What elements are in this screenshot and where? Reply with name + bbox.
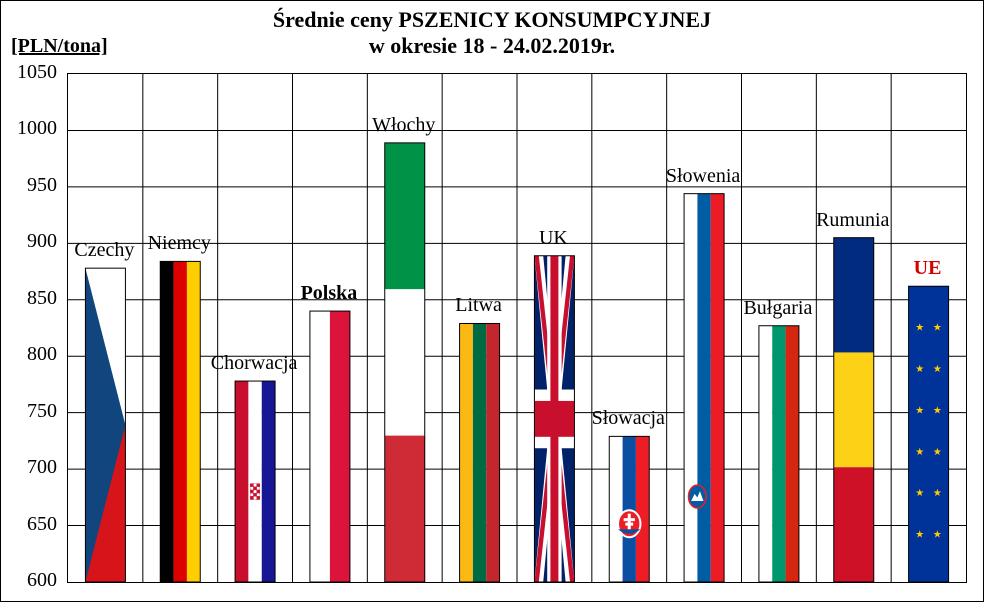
- bar-polska: [310, 311, 350, 582]
- svg-text:★: ★: [915, 488, 924, 499]
- svg-text:★: ★: [915, 405, 924, 416]
- bar-rumunia: [834, 238, 874, 582]
- svg-text:★: ★: [933, 488, 942, 499]
- ytick-1000: 1000: [1, 117, 57, 140]
- ytick-700: 700: [1, 456, 57, 479]
- svg-text:★: ★: [933, 364, 942, 375]
- chart-title-line1: Średnie ceny PSZENICY KONSUMPCYJNEJ: [273, 7, 711, 32]
- bar-ue: ★ ★ ★ ★ ★ ★ ★ ★ ★ ★ ★ ★: [909, 286, 949, 582]
- svg-text:★: ★: [933, 530, 942, 541]
- yaxis-label: [PLN/tona]: [11, 35, 108, 58]
- svg-text:★: ★: [933, 323, 942, 334]
- plot-svg: ★ ★ ★ ★ ★ ★ ★ ★ ★ ★ ★ ★: [68, 74, 966, 582]
- bar-label-slowenia: Słowenia: [643, 165, 763, 188]
- bar-litwa: [460, 323, 500, 582]
- svg-text:★: ★: [915, 447, 924, 458]
- bar-slowacja: [609, 436, 649, 582]
- bar-czechy: [85, 268, 125, 582]
- bar-label-polska: Polska: [269, 282, 389, 305]
- svg-text:★: ★: [915, 364, 924, 375]
- svg-text:★: ★: [915, 323, 924, 334]
- bar-niemcy: [160, 261, 200, 582]
- bar-label-litwa: Litwa: [419, 294, 539, 317]
- svg-text:★: ★: [933, 405, 942, 416]
- bar-chorwacja: [235, 381, 275, 582]
- ytick-650: 650: [1, 513, 57, 536]
- plot-area: ★ ★ ★ ★ ★ ★ ★ ★ ★ ★ ★ ★: [67, 73, 967, 583]
- bar-bulgaria: [759, 326, 799, 582]
- ytick-1050: 1050: [1, 61, 57, 84]
- bar-label-niemcy: Niemcy: [119, 232, 239, 255]
- svg-text:★: ★: [915, 530, 924, 541]
- chart-frame: Średnie ceny PSZENICY KONSUMPCYJNEJ w ok…: [0, 0, 984, 602]
- bar-label-chorwacja: Chorwacja: [194, 352, 314, 375]
- bar-label-bulgaria: Bułgaria: [718, 297, 838, 320]
- ytick-600: 600: [1, 569, 57, 592]
- bar-label-ue: UE: [868, 257, 984, 280]
- bar-slowenia: [684, 194, 724, 582]
- svg-text:★: ★: [933, 447, 942, 458]
- ytick-750: 750: [1, 400, 57, 423]
- bar-label-wlochy: Włochy: [344, 114, 464, 137]
- bar-wlochy: [385, 143, 425, 582]
- chart-title-line2: w okresie 18 - 24.02.2019r.: [369, 33, 615, 58]
- bar-label-slowacja: Słowacja: [568, 407, 688, 430]
- ytick-850: 850: [1, 287, 57, 310]
- bar-label-uk: UK: [493, 227, 613, 250]
- ytick-950: 950: [1, 174, 57, 197]
- ytick-800: 800: [1, 343, 57, 366]
- chart-title: Średnie ceny PSZENICY KONSUMPCYJNEJ w ok…: [1, 7, 983, 60]
- bar-label-rumunia: Rumunia: [793, 209, 913, 232]
